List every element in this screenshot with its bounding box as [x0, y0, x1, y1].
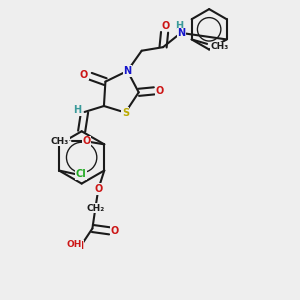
Text: methoxy: methoxy [69, 140, 75, 141]
Text: CH₂: CH₂ [86, 204, 104, 213]
Text: O: O [82, 136, 91, 146]
Text: O: O [111, 226, 119, 236]
Text: OH: OH [66, 240, 81, 249]
Text: H: H [176, 21, 184, 32]
Text: S: S [122, 108, 129, 118]
Text: CH₃: CH₃ [51, 137, 69, 146]
Text: H: H [73, 106, 81, 116]
Text: H: H [75, 241, 83, 251]
Text: N: N [123, 66, 131, 76]
Text: O: O [94, 184, 103, 194]
Text: Cl: Cl [76, 169, 87, 179]
Text: O: O [156, 86, 164, 96]
Text: CH₃: CH₃ [211, 42, 229, 51]
Text: O: O [162, 21, 170, 31]
Text: N: N [177, 28, 186, 38]
Text: O: O [80, 70, 88, 80]
